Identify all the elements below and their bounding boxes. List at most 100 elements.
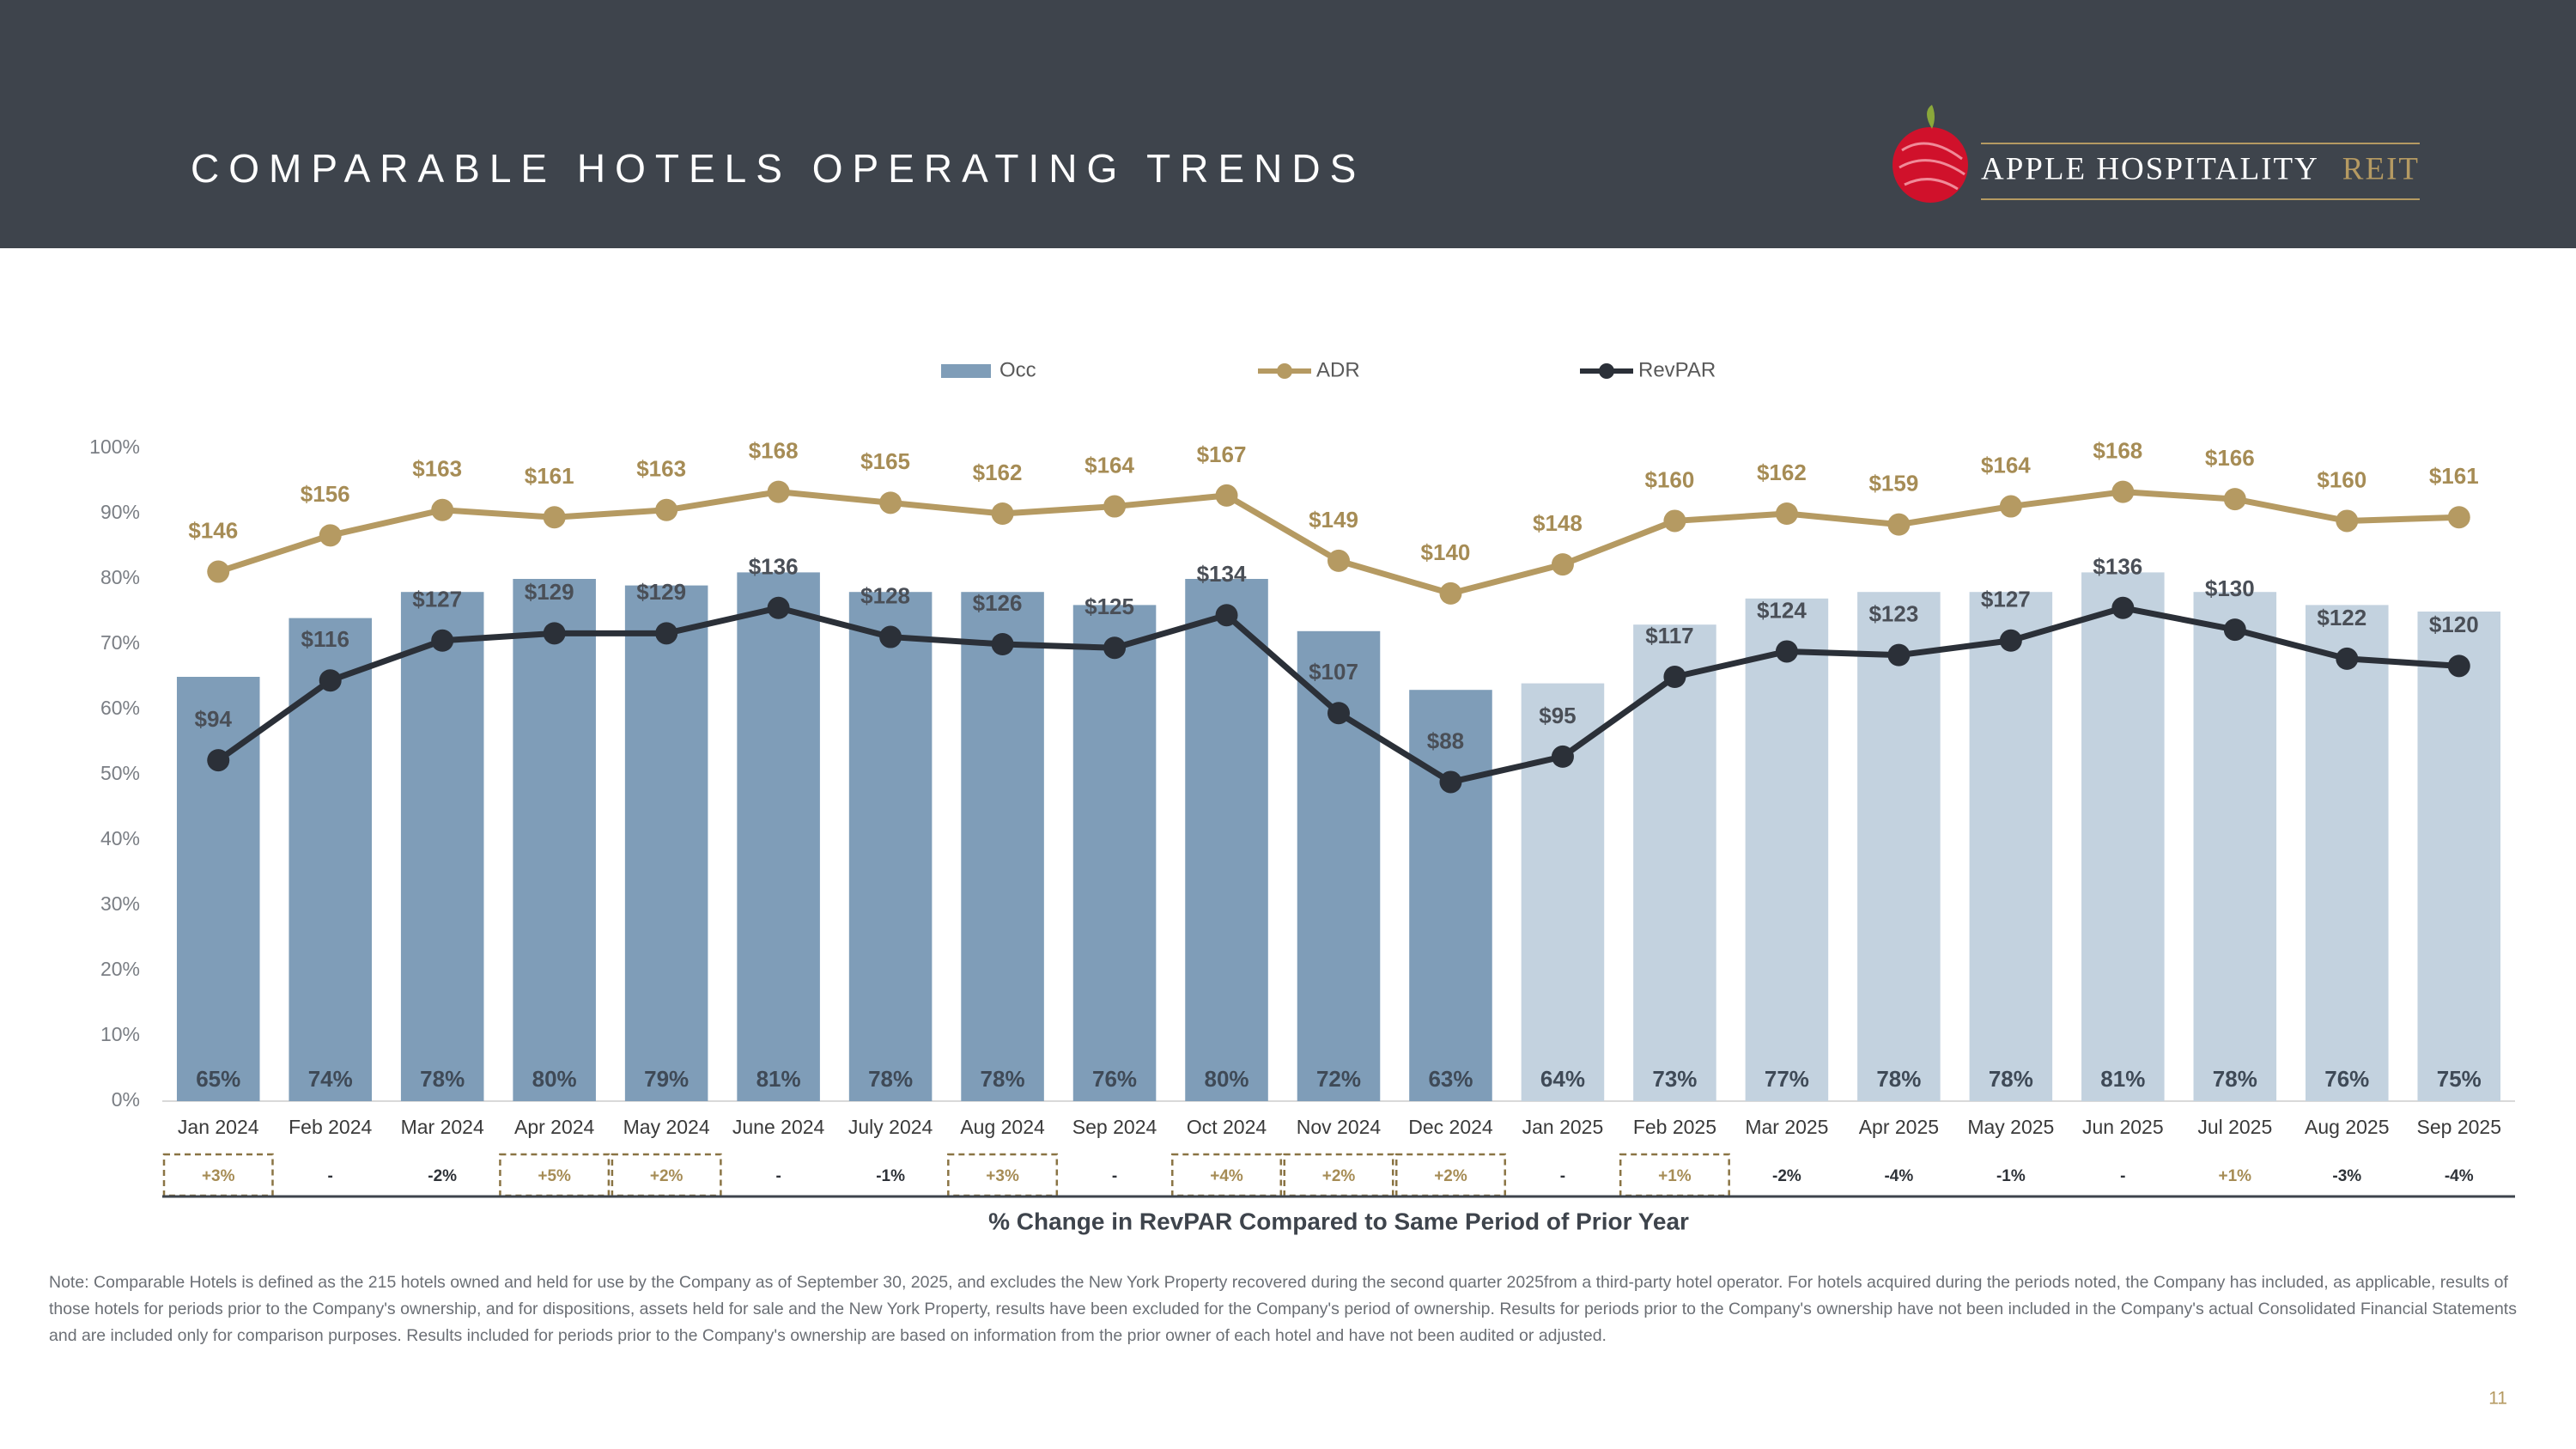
line-marker (655, 498, 678, 521)
line-marker (1439, 770, 1462, 794)
legend-label: Occ (999, 358, 1036, 381)
line-marker (319, 669, 342, 692)
line-marker (2111, 480, 2135, 503)
change-box (162, 1153, 274, 1197)
line-marker (1775, 640, 1798, 663)
y-tick-label: 10% (100, 1023, 140, 1045)
data-label: $164 (1981, 452, 2031, 478)
bar (1633, 624, 1716, 1101)
x-tick-label: Apr 2025 (1859, 1116, 1939, 1138)
data-label: $129 (636, 579, 686, 605)
line-marker (2223, 488, 2246, 511)
bar (737, 572, 820, 1101)
data-label: $136 (2093, 554, 2142, 580)
line-marker (1327, 702, 1350, 725)
bar (961, 592, 1044, 1101)
data-label: $134 (1197, 561, 1247, 587)
change-label: - (2120, 1167, 2125, 1185)
y-tick-label: 80% (100, 566, 140, 588)
data-label: $123 (1868, 601, 1918, 627)
legend-marker (1599, 363, 1614, 379)
data-label: $161 (525, 463, 574, 489)
x-tick-label: Apr 2024 (514, 1116, 595, 1138)
y-tick-label: 60% (100, 697, 140, 719)
data-label: 72% (1316, 1066, 1361, 1092)
bar (848, 592, 933, 1101)
change-box (1394, 1153, 1506, 1197)
data-label: $164 (1084, 452, 1134, 478)
x-tick-label: Nov 2024 (1297, 1116, 1382, 1138)
logo-suffix: REIT (2342, 151, 2420, 186)
bar (624, 585, 708, 1101)
line-marker (1551, 745, 1574, 768)
line-marker (1887, 643, 1911, 667)
data-label: $88 (1427, 728, 1464, 753)
data-label: 78% (981, 1066, 1025, 1092)
change-title: % Change in RevPAR Compared to Same Peri… (988, 1208, 1689, 1234)
line-marker (1999, 495, 2022, 518)
line-marker (2111, 596, 2135, 619)
bar (1969, 592, 2053, 1101)
line-marker (319, 524, 342, 547)
change-label: +5% (538, 1167, 571, 1185)
line-marker (2447, 506, 2470, 529)
x-tick-label: Jun 2025 (2082, 1116, 2164, 1138)
data-label: $127 (1981, 587, 2031, 612)
data-label: 73% (1652, 1066, 1697, 1092)
data-label: $163 (636, 456, 686, 482)
y-tick-label: 50% (100, 762, 140, 784)
data-label: 75% (2437, 1066, 2482, 1092)
data-label: $116 (301, 626, 349, 652)
change-label: +1% (1658, 1167, 1692, 1185)
line-marker (1439, 581, 1462, 605)
change-label: - (1560, 1167, 1565, 1185)
data-label: $148 (1533, 510, 1583, 536)
change-box (611, 1153, 722, 1197)
bar (1857, 592, 1941, 1101)
line-marker (991, 502, 1014, 525)
change-label: -2% (1772, 1167, 1801, 1185)
data-label: $117 (1645, 623, 1693, 648)
line-marker (991, 633, 1014, 655)
bar (1297, 630, 1381, 1101)
change-label: -2% (428, 1167, 457, 1185)
line-marker (1663, 666, 1686, 688)
line-marker (767, 596, 790, 619)
data-label: 63% (1428, 1066, 1473, 1092)
footnote: Note: Comparable Hotels is defined as th… (49, 1273, 2517, 1345)
data-label: $140 (1421, 539, 1471, 565)
y-tick-label: 0% (112, 1088, 140, 1111)
line-marker (655, 622, 678, 645)
slide-title: COMPARABLE HOTELS OPERATING TRENDS (191, 146, 1365, 191)
bar (513, 579, 596, 1101)
data-label: 65% (196, 1066, 240, 1092)
data-label: 78% (2213, 1066, 2257, 1092)
data-label: 81% (756, 1066, 801, 1092)
line-marker (1103, 495, 1127, 518)
line-marker (1215, 484, 1238, 507)
data-label: $122 (2317, 605, 2366, 630)
change-box (1283, 1153, 1394, 1197)
line-marker (879, 625, 902, 648)
data-label: $168 (749, 438, 799, 464)
x-tick-label: Mar 2025 (1745, 1116, 1828, 1138)
line-marker (2336, 647, 2359, 670)
x-tick-label: Aug 2025 (2305, 1116, 2389, 1138)
change-label: -4% (2445, 1167, 2474, 1185)
data-label: 76% (1092, 1066, 1137, 1092)
x-tick-label: June 2024 (732, 1116, 825, 1138)
line-marker (543, 506, 566, 529)
logo-leaf (1927, 105, 1935, 129)
line-marker (207, 749, 230, 772)
data-label: $162 (973, 460, 1023, 485)
x-tick-label: Sep 2025 (2417, 1116, 2501, 1138)
data-label: $165 (860, 448, 910, 474)
data-label: 78% (1876, 1066, 1921, 1092)
data-label: 76% (2324, 1066, 2369, 1092)
change-box (947, 1153, 1059, 1197)
change-box (499, 1153, 611, 1197)
legend-marker (1277, 363, 1292, 379)
logo-name: APPLE HOSPITALITY (1981, 151, 2319, 186)
data-label: $160 (1645, 466, 1695, 492)
